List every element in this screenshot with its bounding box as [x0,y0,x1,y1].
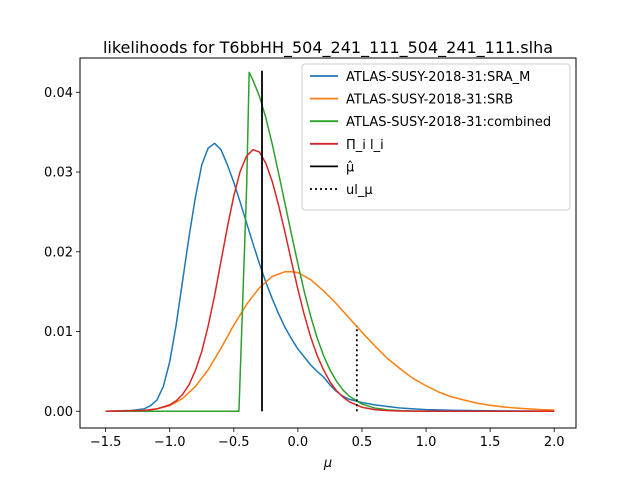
y-tick-label: 0.04 [44,86,73,101]
legend-label: μ̂ [346,160,354,175]
y-axis: 0.00 0.01 0.02 0.03 0.04 [44,86,80,420]
x-tick-label: −0.5 [218,435,250,450]
x-axis: −1.5 −1.0 −0.5 0.0 0.5 1.0 1.5 2.0 [90,428,565,450]
series-line-3 [105,148,555,412]
x-tick-label: 0.0 [288,435,309,450]
x-tick-label: 0.5 [352,435,373,450]
y-tick-label: 0.01 [44,325,73,340]
x-tick-label: −1.0 [154,435,186,450]
legend-box [301,63,571,211]
legend-label: ATLAS-SUSY-2018-31:SRA_M [346,70,530,85]
plot-frame [79,57,577,429]
legend-label: ATLAS-SUSY-2018-31:SRB [346,93,513,108]
plot-area [105,70,555,412]
legend-label: ATLAS-SUSY-2018-31:combined [346,115,551,130]
series-line-0 [105,142,555,412]
legend-label: Π_i l_i [346,138,384,153]
series-line-1 [105,270,555,412]
x-tick-label: 1.0 [416,435,437,450]
x-tick-label: 2.0 [544,435,565,450]
legend: ATLAS-SUSY-2018-31:SRA_M ATLAS-SUSY-2018-… [301,63,571,211]
x-tick-label: −1.5 [90,435,122,450]
legend-label: ul_μ [346,183,373,198]
y-tick-label: 0.00 [44,405,73,420]
chart-title: likelihoods for T6bbHH_504_241_111_504_2… [103,38,553,58]
x-axis-label: μ [323,456,332,471]
x-tick-label: 1.5 [480,435,501,450]
y-tick-label: 0.03 [44,166,73,181]
y-tick-label: 0.02 [44,245,73,260]
